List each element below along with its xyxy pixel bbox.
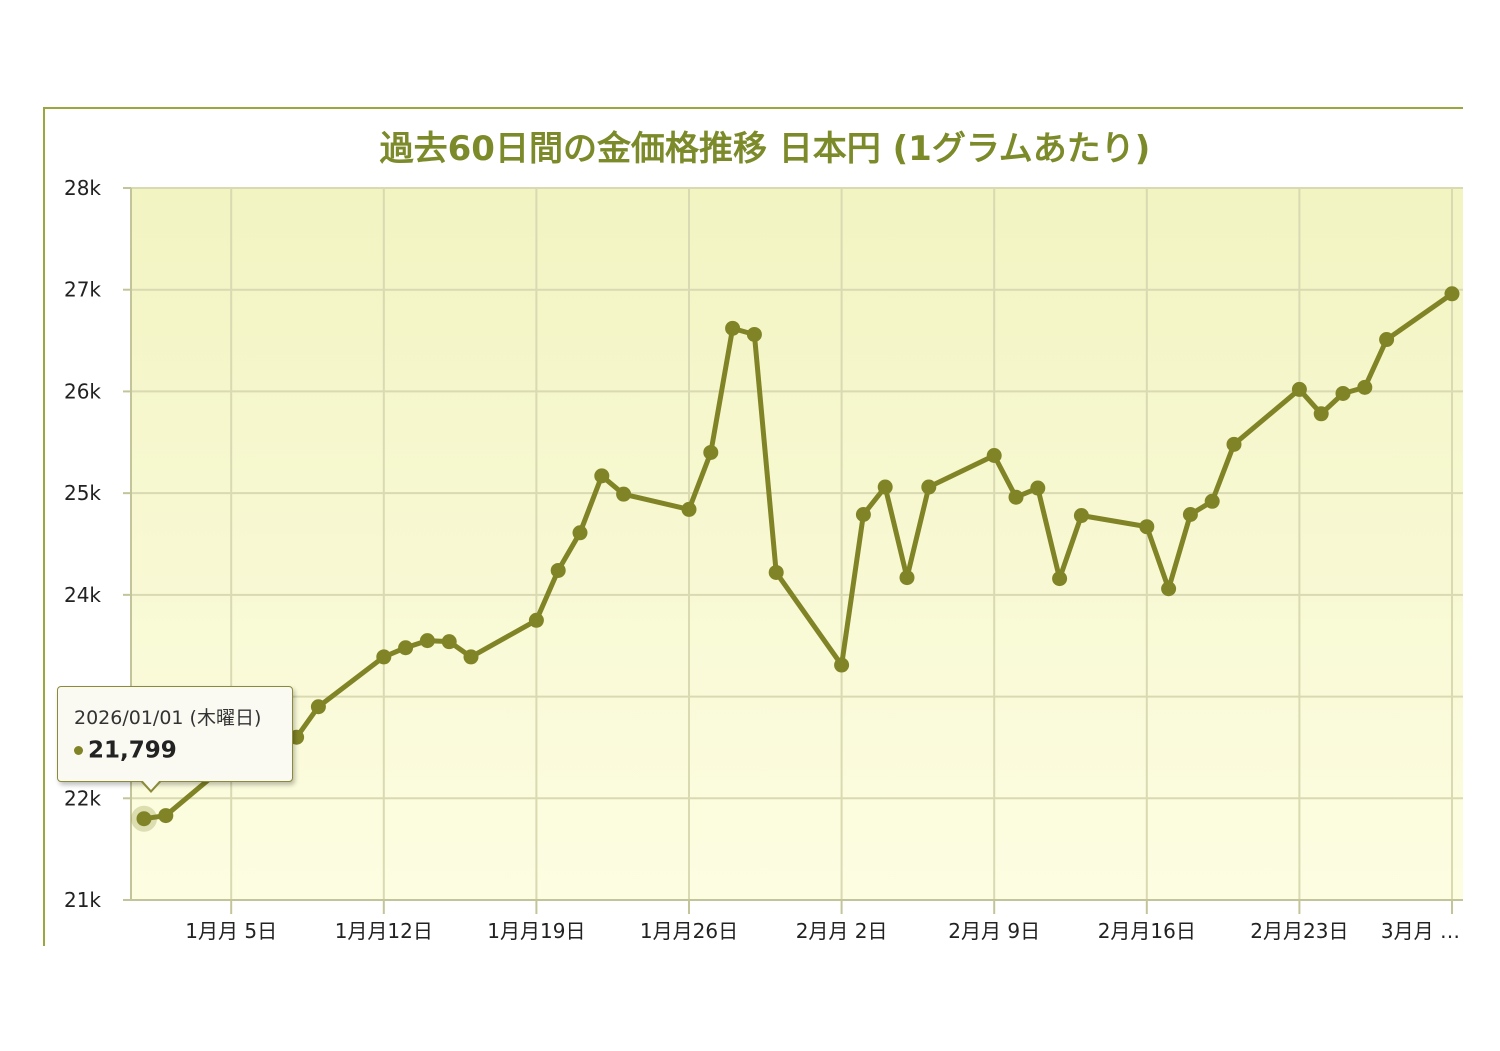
data-point[interactable] xyxy=(441,634,457,650)
data-point[interactable] xyxy=(158,808,174,824)
data-point[interactable] xyxy=(834,657,850,673)
data-point[interactable] xyxy=(594,468,610,484)
data-point[interactable] xyxy=(681,501,697,517)
data-point[interactable] xyxy=(1204,493,1220,509)
data-point[interactable] xyxy=(725,320,741,336)
x-tick-label: 1月月 5日 xyxy=(185,919,277,943)
data-point[interactable] xyxy=(1052,571,1068,587)
data-point[interactable] xyxy=(1030,480,1046,496)
data-point[interactable] xyxy=(768,564,784,580)
y-tick-label: 25k xyxy=(64,481,101,505)
x-tick-label: 2月月23日 xyxy=(1250,919,1348,943)
x-tick-label: 2月月16日 xyxy=(1098,919,1196,943)
y-axis-ticks: 21k22k23k24k25k26k27k28k xyxy=(64,176,101,912)
data-point[interactable] xyxy=(1313,406,1329,422)
tooltip-date: 2026/01/01 (木曜日) xyxy=(74,707,262,729)
data-point[interactable] xyxy=(703,444,719,460)
data-point[interactable] xyxy=(1226,436,1242,452)
x-axis-ticks: 1月月 5日 1月月12日 1月月19日 1月月26日 2月月 2日 2月月 9日 2月月1… xyxy=(185,919,1460,943)
data-point[interactable] xyxy=(528,612,544,628)
grid-lines xyxy=(131,187,1463,900)
data-point[interactable] xyxy=(1291,381,1307,397)
data-point[interactable] xyxy=(572,525,588,541)
data-point[interactable] xyxy=(1008,489,1024,505)
tooltip-series-dot xyxy=(74,746,83,755)
chart-title: 過去60日間の金価格推移 日本円 (1グラムあたり) xyxy=(380,129,1151,169)
y-tick-label: 28k xyxy=(64,176,101,200)
x-tick-label: 1月月26日 xyxy=(640,919,738,943)
data-point[interactable] xyxy=(1182,507,1198,523)
data-point[interactable] xyxy=(877,479,893,495)
data-point[interactable] xyxy=(1161,581,1177,597)
data-point[interactable] xyxy=(419,633,435,649)
x-tick-label: 3月月 … xyxy=(1381,919,1460,943)
data-point[interactable] xyxy=(1444,286,1460,302)
data-point[interactable] xyxy=(550,562,566,578)
data-point[interactable] xyxy=(398,640,414,656)
plot-area xyxy=(131,188,1463,900)
data-point[interactable] xyxy=(899,570,915,586)
data-point[interactable] xyxy=(746,326,762,342)
y-tick-label: 26k xyxy=(64,379,101,403)
data-point[interactable] xyxy=(986,448,1002,464)
data-point[interactable] xyxy=(1357,379,1373,395)
data-tooltip: 2026/01/01 (木曜日) 21,799 xyxy=(57,686,293,782)
data-point[interactable] xyxy=(376,649,392,665)
x-tick-label: 1月月12日 xyxy=(335,919,433,943)
y-tick-label: 22k xyxy=(64,786,101,810)
data-point[interactable] xyxy=(855,507,871,523)
data-point[interactable] xyxy=(463,649,479,665)
y-tick-label: 27k xyxy=(64,278,101,302)
data-point[interactable] xyxy=(1139,519,1155,535)
data-point[interactable] xyxy=(1379,332,1395,348)
x-tick-label: 2月月 9日 xyxy=(948,919,1040,943)
x-tick-label: 1月月19日 xyxy=(487,919,585,943)
data-point[interactable] xyxy=(1335,385,1351,401)
tooltip-value: 21,799 xyxy=(88,737,177,764)
data-point[interactable] xyxy=(616,486,632,502)
y-tick-label: 21k xyxy=(64,888,101,912)
data-point[interactable] xyxy=(921,479,937,495)
x-tick-label: 2月月 2日 xyxy=(796,919,888,943)
data-point[interactable] xyxy=(310,699,326,715)
y-tick-label: 24k xyxy=(64,583,101,607)
data-point[interactable] xyxy=(1073,508,1089,524)
tooltip-pointer-fill xyxy=(142,780,160,790)
data-point[interactable] xyxy=(136,811,152,827)
